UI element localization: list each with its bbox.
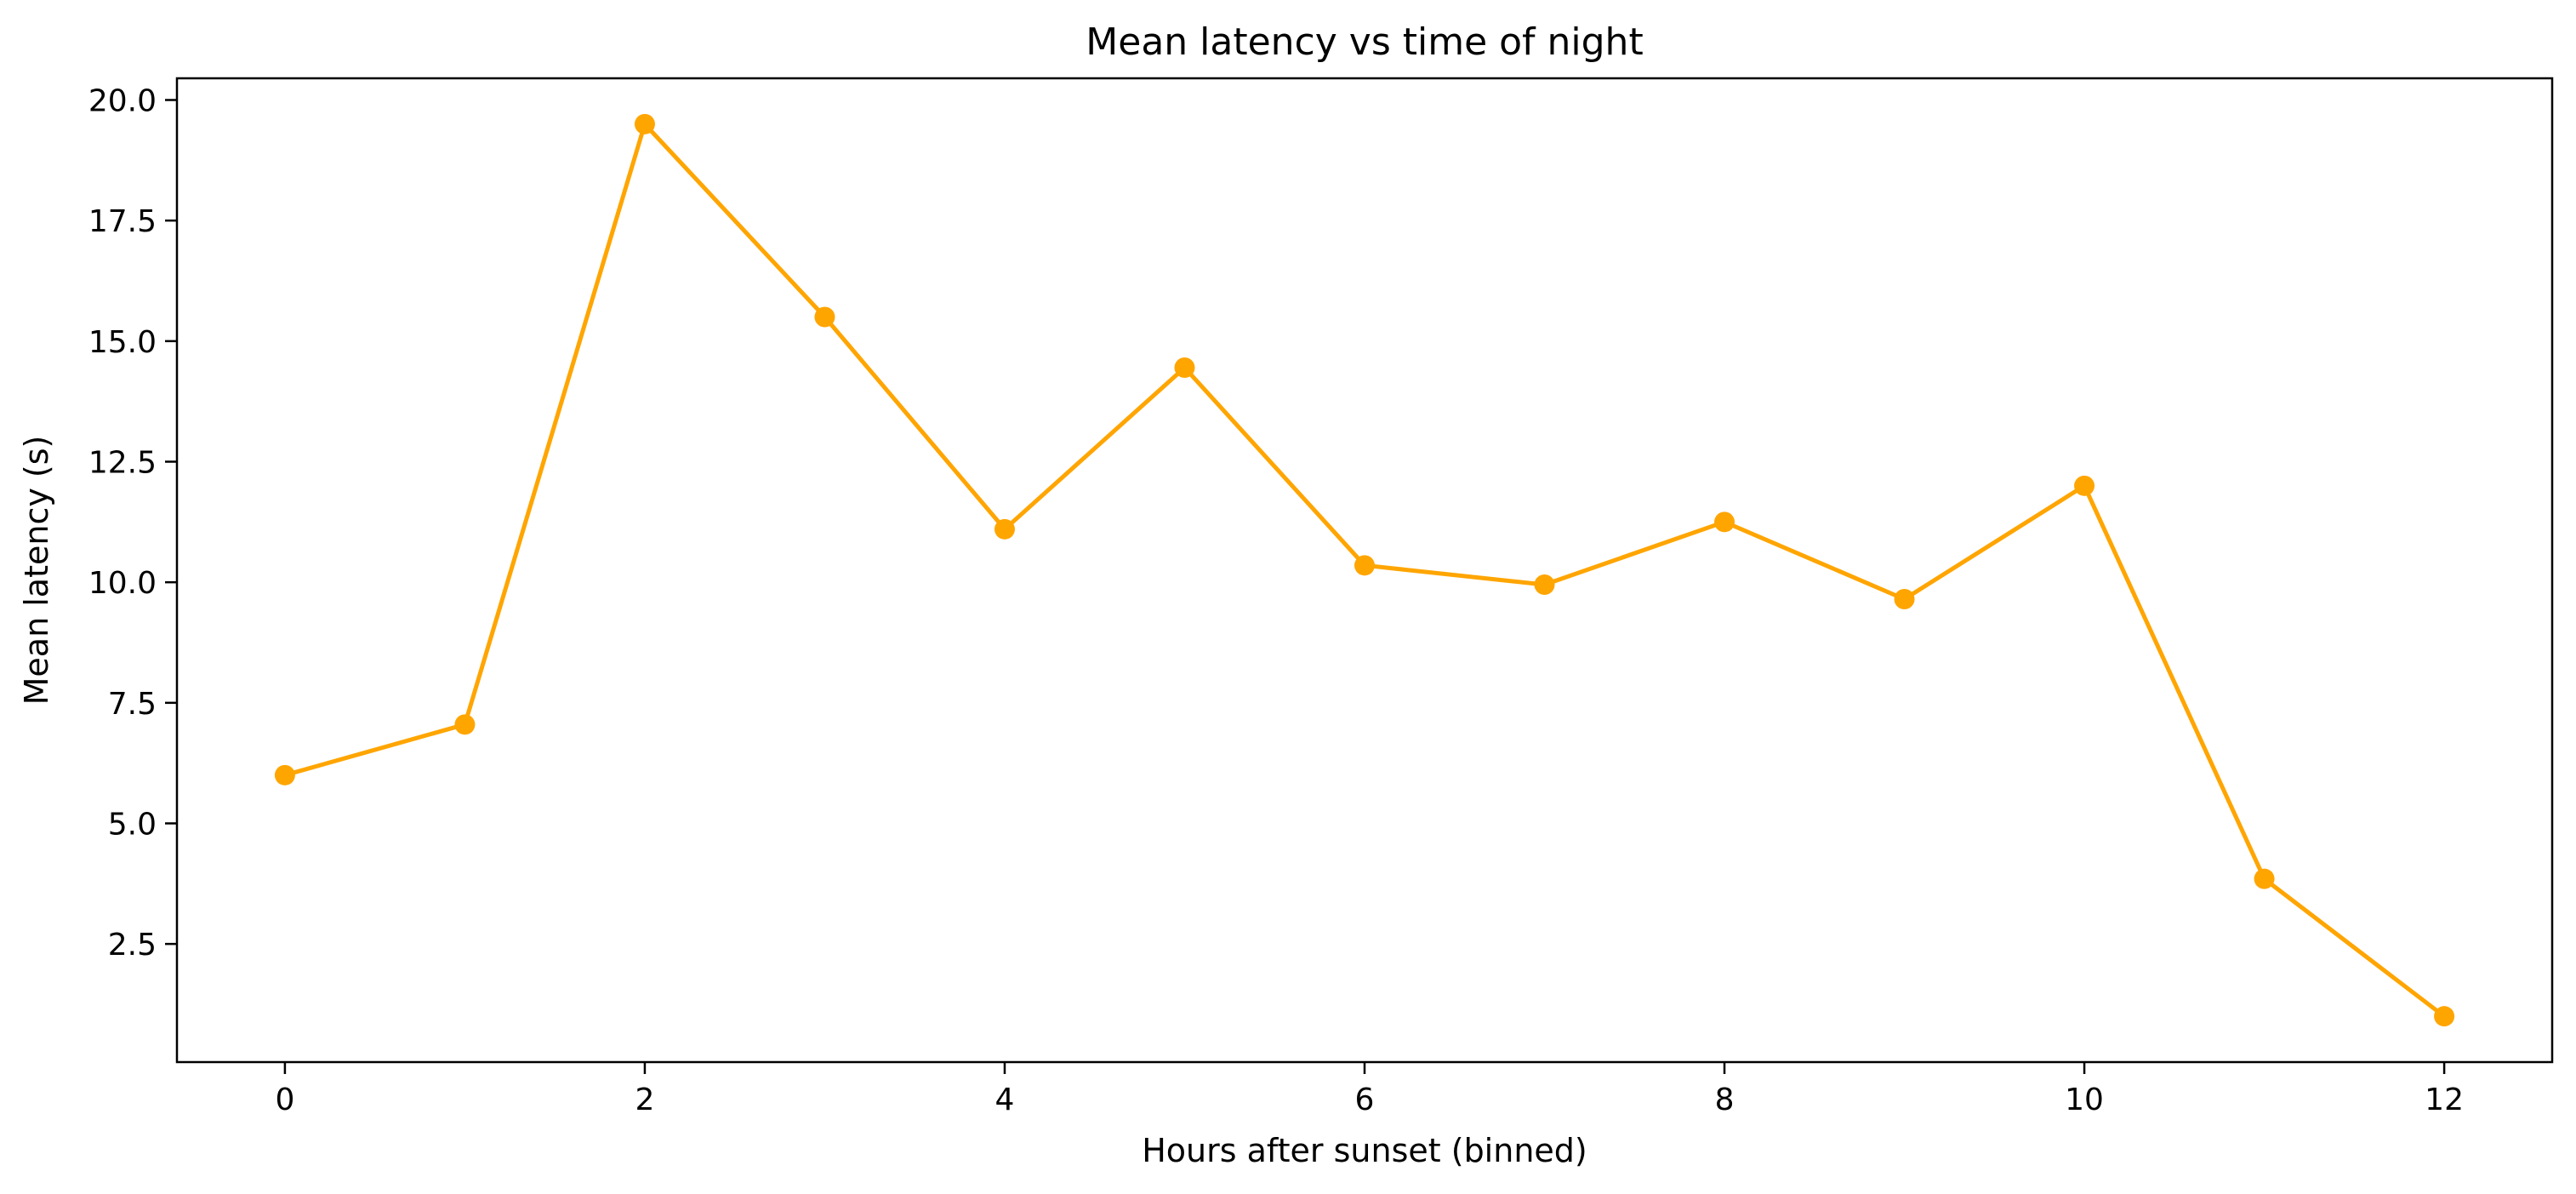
x-tick-label: 10 [2065, 1083, 2104, 1117]
data-point [454, 714, 476, 735]
y-tick-label: 15.0 [88, 325, 157, 360]
data-point [2254, 868, 2275, 889]
y-tick-label: 7.5 [108, 687, 157, 722]
x-tick-label: 12 [2425, 1083, 2464, 1117]
data-point [1714, 511, 1735, 533]
y-tick-label: 2.5 [108, 928, 157, 963]
axis-ticks: 0 2 4 6 8 10 12 2.5 5.0 7.5 10.0 12.5 15.0 17.5 20.0 [88, 84, 2464, 1118]
y-tick-label: 10.0 [88, 566, 157, 601]
data-point [274, 764, 295, 786]
data-point [994, 518, 1015, 540]
x-tick-label: 4 [995, 1083, 1015, 1117]
y-tick-label: 20.0 [88, 84, 157, 119]
axes-frame [175, 77, 2554, 1064]
y-tick-label: 5.0 [108, 808, 157, 843]
data-point [1894, 589, 1915, 609]
data-point [1534, 574, 1555, 595]
y-tick-label: 12.5 [88, 446, 157, 481]
data-point [2074, 475, 2095, 496]
data-point [1174, 357, 1195, 378]
data-point [634, 113, 655, 134]
data-point [2434, 1006, 2455, 1027]
x-axis-label: Hours after sunset (binned) [1142, 1132, 1587, 1169]
data-point [1354, 555, 1375, 576]
y-tick-label: 17.5 [88, 204, 157, 239]
y-axis-label: Mean latency (s) [18, 436, 55, 706]
x-tick-label: 0 [275, 1083, 294, 1117]
x-tick-label: 2 [635, 1083, 654, 1117]
x-tick-label: 8 [1715, 1083, 1735, 1117]
plot-area [274, 113, 2455, 1027]
chart-title: Mean latency vs time of night [1086, 20, 1643, 64]
data-point [814, 306, 835, 328]
x-tick-label: 6 [1355, 1083, 1375, 1117]
